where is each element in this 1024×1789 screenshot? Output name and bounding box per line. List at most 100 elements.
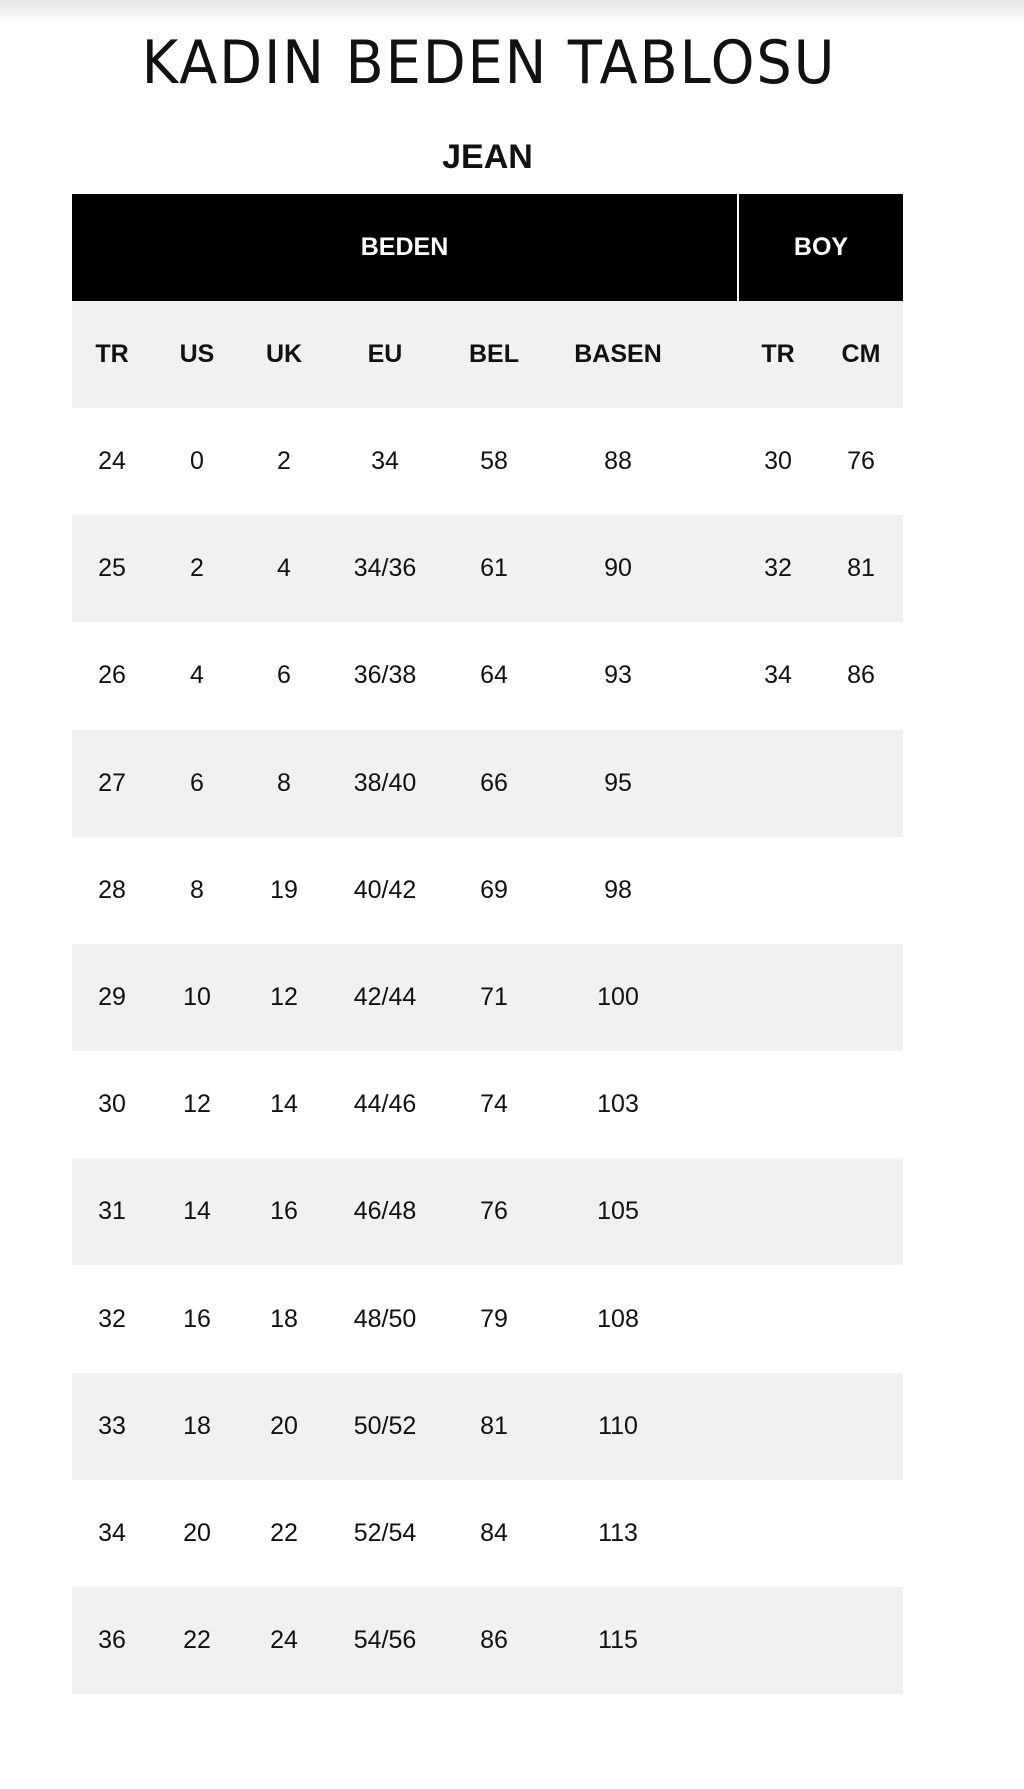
table-cell: 8 xyxy=(277,768,291,797)
table-row: 34 20 22 52/54 84 113 xyxy=(72,1480,903,1587)
table-cell: 42/44 xyxy=(353,983,417,1011)
table-cell: 64 xyxy=(480,661,508,690)
table-cell: 26 xyxy=(98,661,126,690)
column-header: TR xyxy=(95,340,129,368)
table-cell: 16 xyxy=(270,1197,298,1226)
table-cell: 48/50 xyxy=(353,1304,417,1333)
table-row: 26 4 6 36/38 64 93 34 86 xyxy=(72,622,903,729)
table-cell: 84 xyxy=(480,1519,508,1547)
column-header: TR xyxy=(761,340,795,368)
table-cell: 2 xyxy=(190,554,204,583)
table-cell xyxy=(811,1587,911,1694)
table-cell: 31 xyxy=(98,1197,126,1226)
column-header: BASEN xyxy=(574,340,662,368)
table-cell: 18 xyxy=(183,1411,211,1440)
table-cell: 54/56 xyxy=(353,1626,417,1655)
table-cell: 0 xyxy=(190,447,204,475)
table-cell: 25 xyxy=(98,554,126,583)
table-cell: 12 xyxy=(183,1090,211,1119)
table-cell: 34 xyxy=(371,447,399,475)
table-row: 30 12 14 44/46 74 103 xyxy=(72,1051,903,1158)
table-cell: 12 xyxy=(270,983,298,1011)
table-cell: 71 xyxy=(480,983,508,1011)
section-title: JEAN xyxy=(442,138,533,176)
table-cell: 93 xyxy=(604,661,632,690)
column-header: EU xyxy=(367,340,403,368)
table-cell: 20 xyxy=(183,1519,211,1547)
table-row: 33 18 20 50/52 81 110 xyxy=(72,1372,903,1480)
table-cell: 79 xyxy=(480,1304,508,1333)
table-cell: 113 xyxy=(598,1519,638,1547)
table-cell: 16 xyxy=(183,1304,211,1333)
table-cell: 30 xyxy=(764,447,792,475)
table-row: 25 2 4 34/36 61 90 32 81 xyxy=(72,515,903,623)
table-row: 29 10 12 42/44 71 100 xyxy=(72,944,903,1051)
table-cell: 10 xyxy=(183,983,211,1011)
table-cell: 40/42 xyxy=(353,875,417,904)
beden-group-header: BEDEN xyxy=(72,194,737,301)
table-cell: 105 xyxy=(597,1197,639,1226)
table-cell: 8 xyxy=(190,875,204,904)
table-cell: 90 xyxy=(604,554,632,583)
table-cell: 34 xyxy=(764,661,792,690)
column-header: UK xyxy=(265,340,303,368)
table-row: 32 16 18 48/50 79 108 xyxy=(72,1266,903,1373)
table-cell: 66 xyxy=(480,768,508,797)
table-row: 27 6 8 38/40 66 95 xyxy=(72,729,903,837)
table-cell: 61 xyxy=(480,554,508,583)
table-cell: 100 xyxy=(597,983,639,1011)
table-cell: 81 xyxy=(847,554,875,583)
table-cell: 34 xyxy=(98,1519,126,1547)
table-cell: 24 xyxy=(270,1626,298,1655)
table-cell: 18 xyxy=(270,1304,298,1333)
table-row: 24 0 2 34 58 88 30 76 xyxy=(72,408,903,515)
table-cell: 29 xyxy=(98,983,126,1011)
table-cell: 24 xyxy=(98,447,126,475)
table-cell: 98 xyxy=(604,875,632,904)
table-cell: 14 xyxy=(270,1090,298,1119)
table-cell xyxy=(811,1158,911,1265)
table-cell xyxy=(811,730,911,837)
table-cell: 4 xyxy=(190,661,204,690)
table-cell: 27 xyxy=(98,768,126,797)
table-cell: 19 xyxy=(270,875,298,904)
table-cell xyxy=(811,1266,911,1373)
table-cell: 6 xyxy=(190,768,204,797)
table-row: 36 22 24 54/56 86 115 xyxy=(72,1587,903,1695)
table-cell: 4 xyxy=(277,554,291,583)
table-cell: 110 xyxy=(598,1411,638,1440)
table-cell: 69 xyxy=(480,875,508,904)
table-cell: 30 xyxy=(98,1090,126,1119)
table-cell: 103 xyxy=(597,1090,639,1119)
table-cell: 22 xyxy=(270,1519,298,1547)
column-header-row: TR US UK EU BEL BASEN TR CM xyxy=(72,301,903,408)
table-cell xyxy=(811,1051,911,1158)
table-cell: 81 xyxy=(480,1411,508,1440)
table-cell: 36 xyxy=(98,1626,126,1655)
table-cell: 76 xyxy=(847,447,875,475)
table-cell: 6 xyxy=(277,661,291,690)
table-cell: 86 xyxy=(480,1626,508,1655)
table-cell: 58 xyxy=(480,447,508,475)
table-cell: 14 xyxy=(183,1197,211,1226)
table-cell: 36/38 xyxy=(353,661,417,690)
table-row: 31 14 16 46/48 76 105 xyxy=(72,1158,903,1266)
table-cell: 86 xyxy=(847,661,875,690)
table-cell: 108 xyxy=(597,1304,639,1333)
table-row: 28 8 19 40/42 69 98 xyxy=(72,837,903,944)
table-cell: 74 xyxy=(480,1090,508,1119)
table-cell: 20 xyxy=(270,1411,298,1440)
table-cell: 76 xyxy=(480,1197,508,1226)
table-cell: 88 xyxy=(604,447,632,475)
column-header: BEL xyxy=(469,340,519,368)
table-cell xyxy=(811,1373,911,1480)
table-cell: 32 xyxy=(764,554,792,583)
table-cell xyxy=(811,837,911,944)
table-cell: 95 xyxy=(604,768,632,797)
table-cell: 32 xyxy=(98,1304,126,1333)
top-shadow xyxy=(0,0,1024,24)
page-title: KADIN BEDEN TABLOSU xyxy=(141,28,837,98)
table-cell: 46/48 xyxy=(353,1197,417,1226)
table-cell: 33 xyxy=(98,1411,126,1440)
column-header: US xyxy=(179,340,215,368)
